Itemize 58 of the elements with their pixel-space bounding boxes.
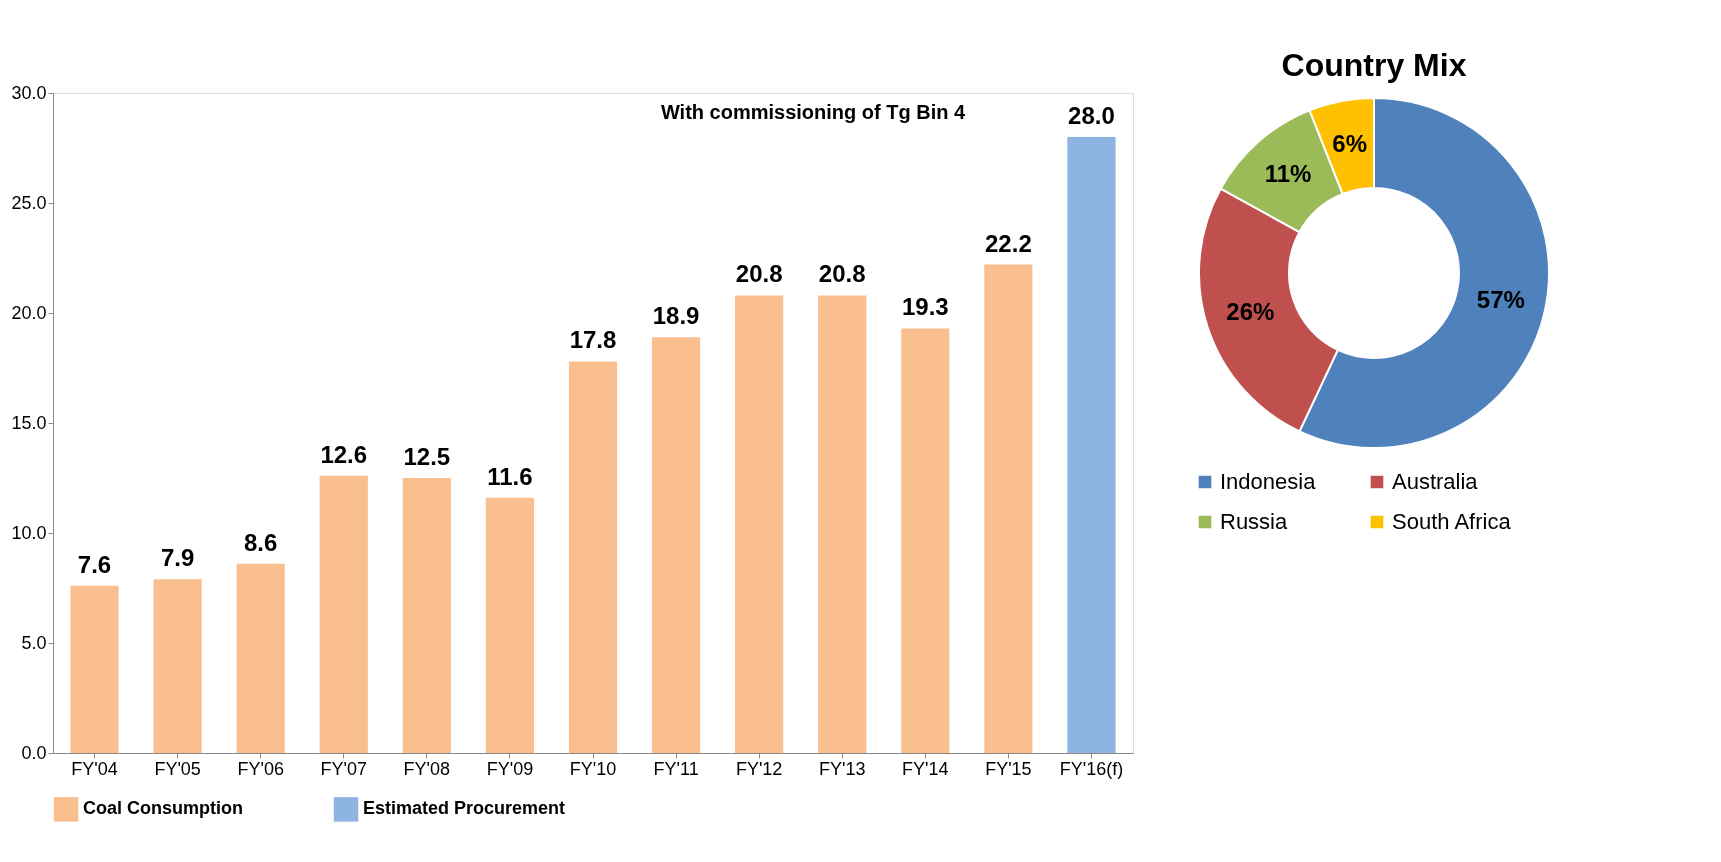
bar [818, 295, 867, 753]
x-tick-label: FY'13 [819, 758, 866, 779]
x-tick-label: FY'10 [569, 758, 617, 779]
y-tick-label: 5.0 [21, 632, 47, 653]
chart-title: Country Mix [1281, 47, 1467, 83]
data-label: 20.8 [818, 260, 866, 288]
bar [651, 337, 701, 753]
data-label: 8.6 [244, 528, 278, 556]
data-label: 7.6 [77, 550, 112, 578]
legend-label: Indonesia [1220, 469, 1317, 494]
x-tick-label: FY'15 [985, 758, 1032, 779]
data-label: 7.9 [160, 544, 195, 572]
x-tick-label: FY'04 [71, 758, 118, 779]
data-label: 57% [1476, 286, 1525, 314]
data-label: 26% [1226, 298, 1275, 326]
bar [735, 295, 784, 753]
y-tick-label: 10.0 [11, 522, 47, 543]
data-label: 12.6 [320, 440, 368, 468]
bar [70, 585, 119, 753]
data-label: 11% [1264, 160, 1312, 188]
x-tick-label: FY'11 [653, 758, 699, 779]
y-tick-label: 30.0 [11, 82, 47, 103]
x-tick-label: FY'08 [403, 758, 451, 779]
y-tick-label: 15.0 [11, 412, 47, 433]
x-tick-label: FY'14 [902, 758, 949, 779]
bar [319, 475, 368, 753]
bar [568, 361, 618, 753]
legend-label: Estimated Procurement [363, 798, 566, 819]
x-tick-label: FY'07 [320, 758, 367, 779]
bar [984, 264, 1033, 753]
bar [901, 328, 950, 753]
x-tick-label: FY'12 [735, 758, 783, 779]
data-label: 19.3 [901, 293, 949, 321]
bar [153, 579, 202, 753]
x-tick-label: FY'06 [237, 758, 284, 779]
bar [485, 497, 535, 753]
bar [1067, 137, 1116, 753]
legend-label: South Africa [1392, 509, 1512, 534]
data-label: 28.0 [1068, 102, 1115, 129]
data-label: 22.2 [985, 229, 1032, 257]
x-tick-label: FY'09 [486, 758, 534, 779]
data-label: 18.9 [652, 302, 700, 330]
data-label: 12.5 [403, 443, 451, 470]
legend-label: Coal Consumption [83, 798, 243, 819]
x-tick-label: FY'05 [154, 758, 201, 779]
x-tick-label: FY'16(f) [1059, 758, 1124, 779]
y-tick-label: 0.0 [21, 742, 47, 763]
y-tick-label: 25.0 [11, 192, 47, 213]
bar [236, 563, 285, 753]
annotation: With commissioning of Tg Bin 4 [660, 101, 966, 123]
y-tick-label: 20.0 [11, 302, 47, 323]
bar [402, 478, 451, 753]
legend-label: Australia [1392, 469, 1479, 494]
data-label: 20.8 [735, 260, 783, 288]
data-label: 11.6 [487, 462, 533, 490]
data-label: 17.8 [569, 326, 617, 354]
data-label: 6% [1332, 130, 1367, 158]
legend-label: Russia [1220, 509, 1289, 534]
